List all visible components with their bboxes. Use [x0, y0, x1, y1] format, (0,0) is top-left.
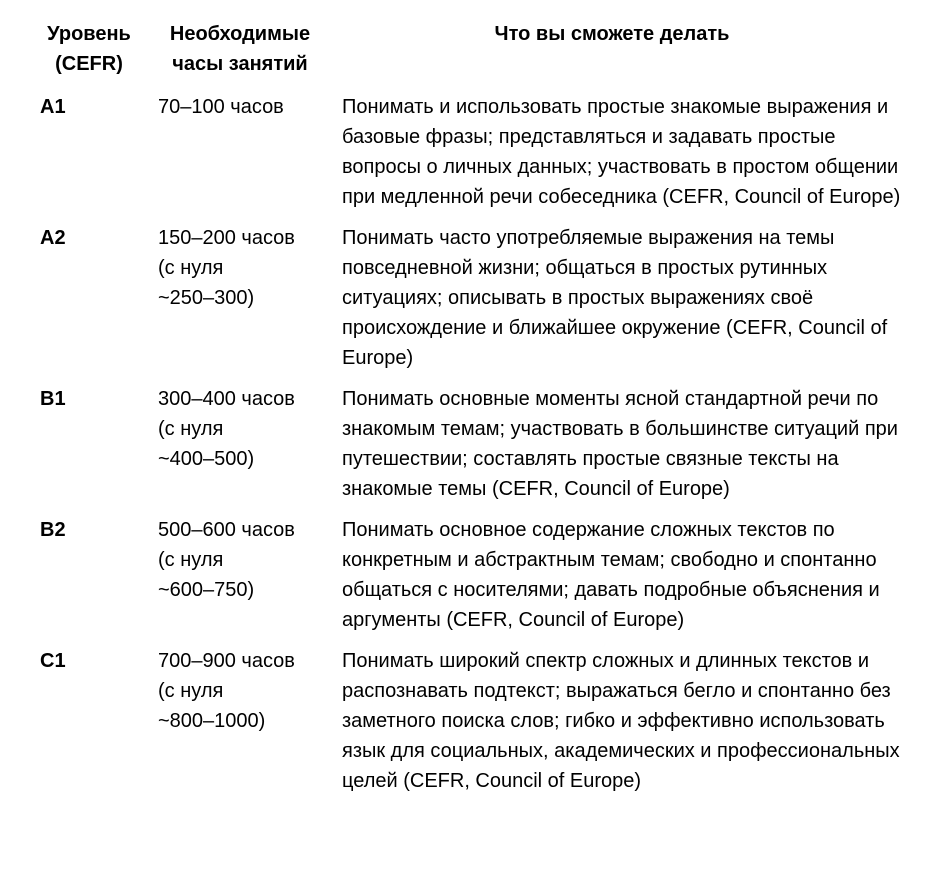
table-header-row: Уровень (CEFR) Необходимые часы занятий …: [40, 19, 910, 79]
description-cell: Понимать и использовать простые знакомые…: [342, 96, 901, 208]
hours-line: 300–400 часов: [158, 388, 295, 410]
hours-line: (с нуля: [158, 418, 224, 440]
hours-line: (с нуля: [158, 549, 224, 571]
hours-line: 700–900 часов: [158, 650, 295, 672]
column-header-level: Уровень (CEFR): [47, 23, 131, 75]
column-header-hours: Необходимые часы занятий: [169, 23, 311, 75]
hours-cell: 500–600 часов (с нуля ~600–750): [158, 515, 342, 605]
hours-line: ~250–300): [158, 287, 255, 309]
hours-line: 500–600 часов: [158, 519, 295, 541]
hours-line: 70–100 часов: [158, 96, 284, 118]
description-cell: Понимать основные моменты ясной стандарт…: [342, 388, 898, 500]
level-label: B2: [40, 519, 66, 541]
table-row-b1: B1 300–400 часов (с нуля ~400–500) Поним…: [40, 384, 910, 504]
hours-line: (с нуля: [158, 680, 224, 702]
hours-line: ~800–1000): [158, 710, 266, 732]
description-cell: Понимать широкий спектр сложных и длинны…: [342, 650, 900, 792]
hours-cell: 700–900 часов (с нуля ~800–1000): [158, 646, 342, 736]
level-label: B1: [40, 388, 66, 410]
description-cell: Понимать часто употребляемые выражения н…: [342, 227, 888, 369]
hours-line: ~400–500): [158, 448, 255, 470]
description-cell: Понимать основное содержание сложных тек…: [342, 519, 880, 631]
hours-line: (с нуля: [158, 257, 224, 279]
hours-line: ~600–750): [158, 579, 255, 601]
level-label: A1: [40, 96, 66, 118]
level-label: C1: [40, 650, 66, 672]
table-row-c1: C1 700–900 часов (с нуля ~800–1000) Пони…: [40, 646, 910, 796]
hours-cell: 150–200 часов (с нуля ~250–300): [158, 223, 342, 313]
column-header-abilities: Что вы сможете делать: [494, 23, 730, 45]
table-row-a1: A1 70–100 часов Понимать и использовать …: [40, 92, 910, 212]
table-row-a2: A2 150–200 часов (с нуля ~250–300) Поним…: [40, 223, 910, 373]
level-label: A2: [40, 227, 66, 249]
hours-cell: 300–400 часов (с нуля ~400–500): [158, 384, 342, 474]
hours-cell: 70–100 часов: [158, 92, 342, 122]
hours-line: 150–200 часов: [158, 227, 295, 249]
table-row-b2: B2 500–600 часов (с нуля ~600–750) Поним…: [40, 515, 910, 635]
